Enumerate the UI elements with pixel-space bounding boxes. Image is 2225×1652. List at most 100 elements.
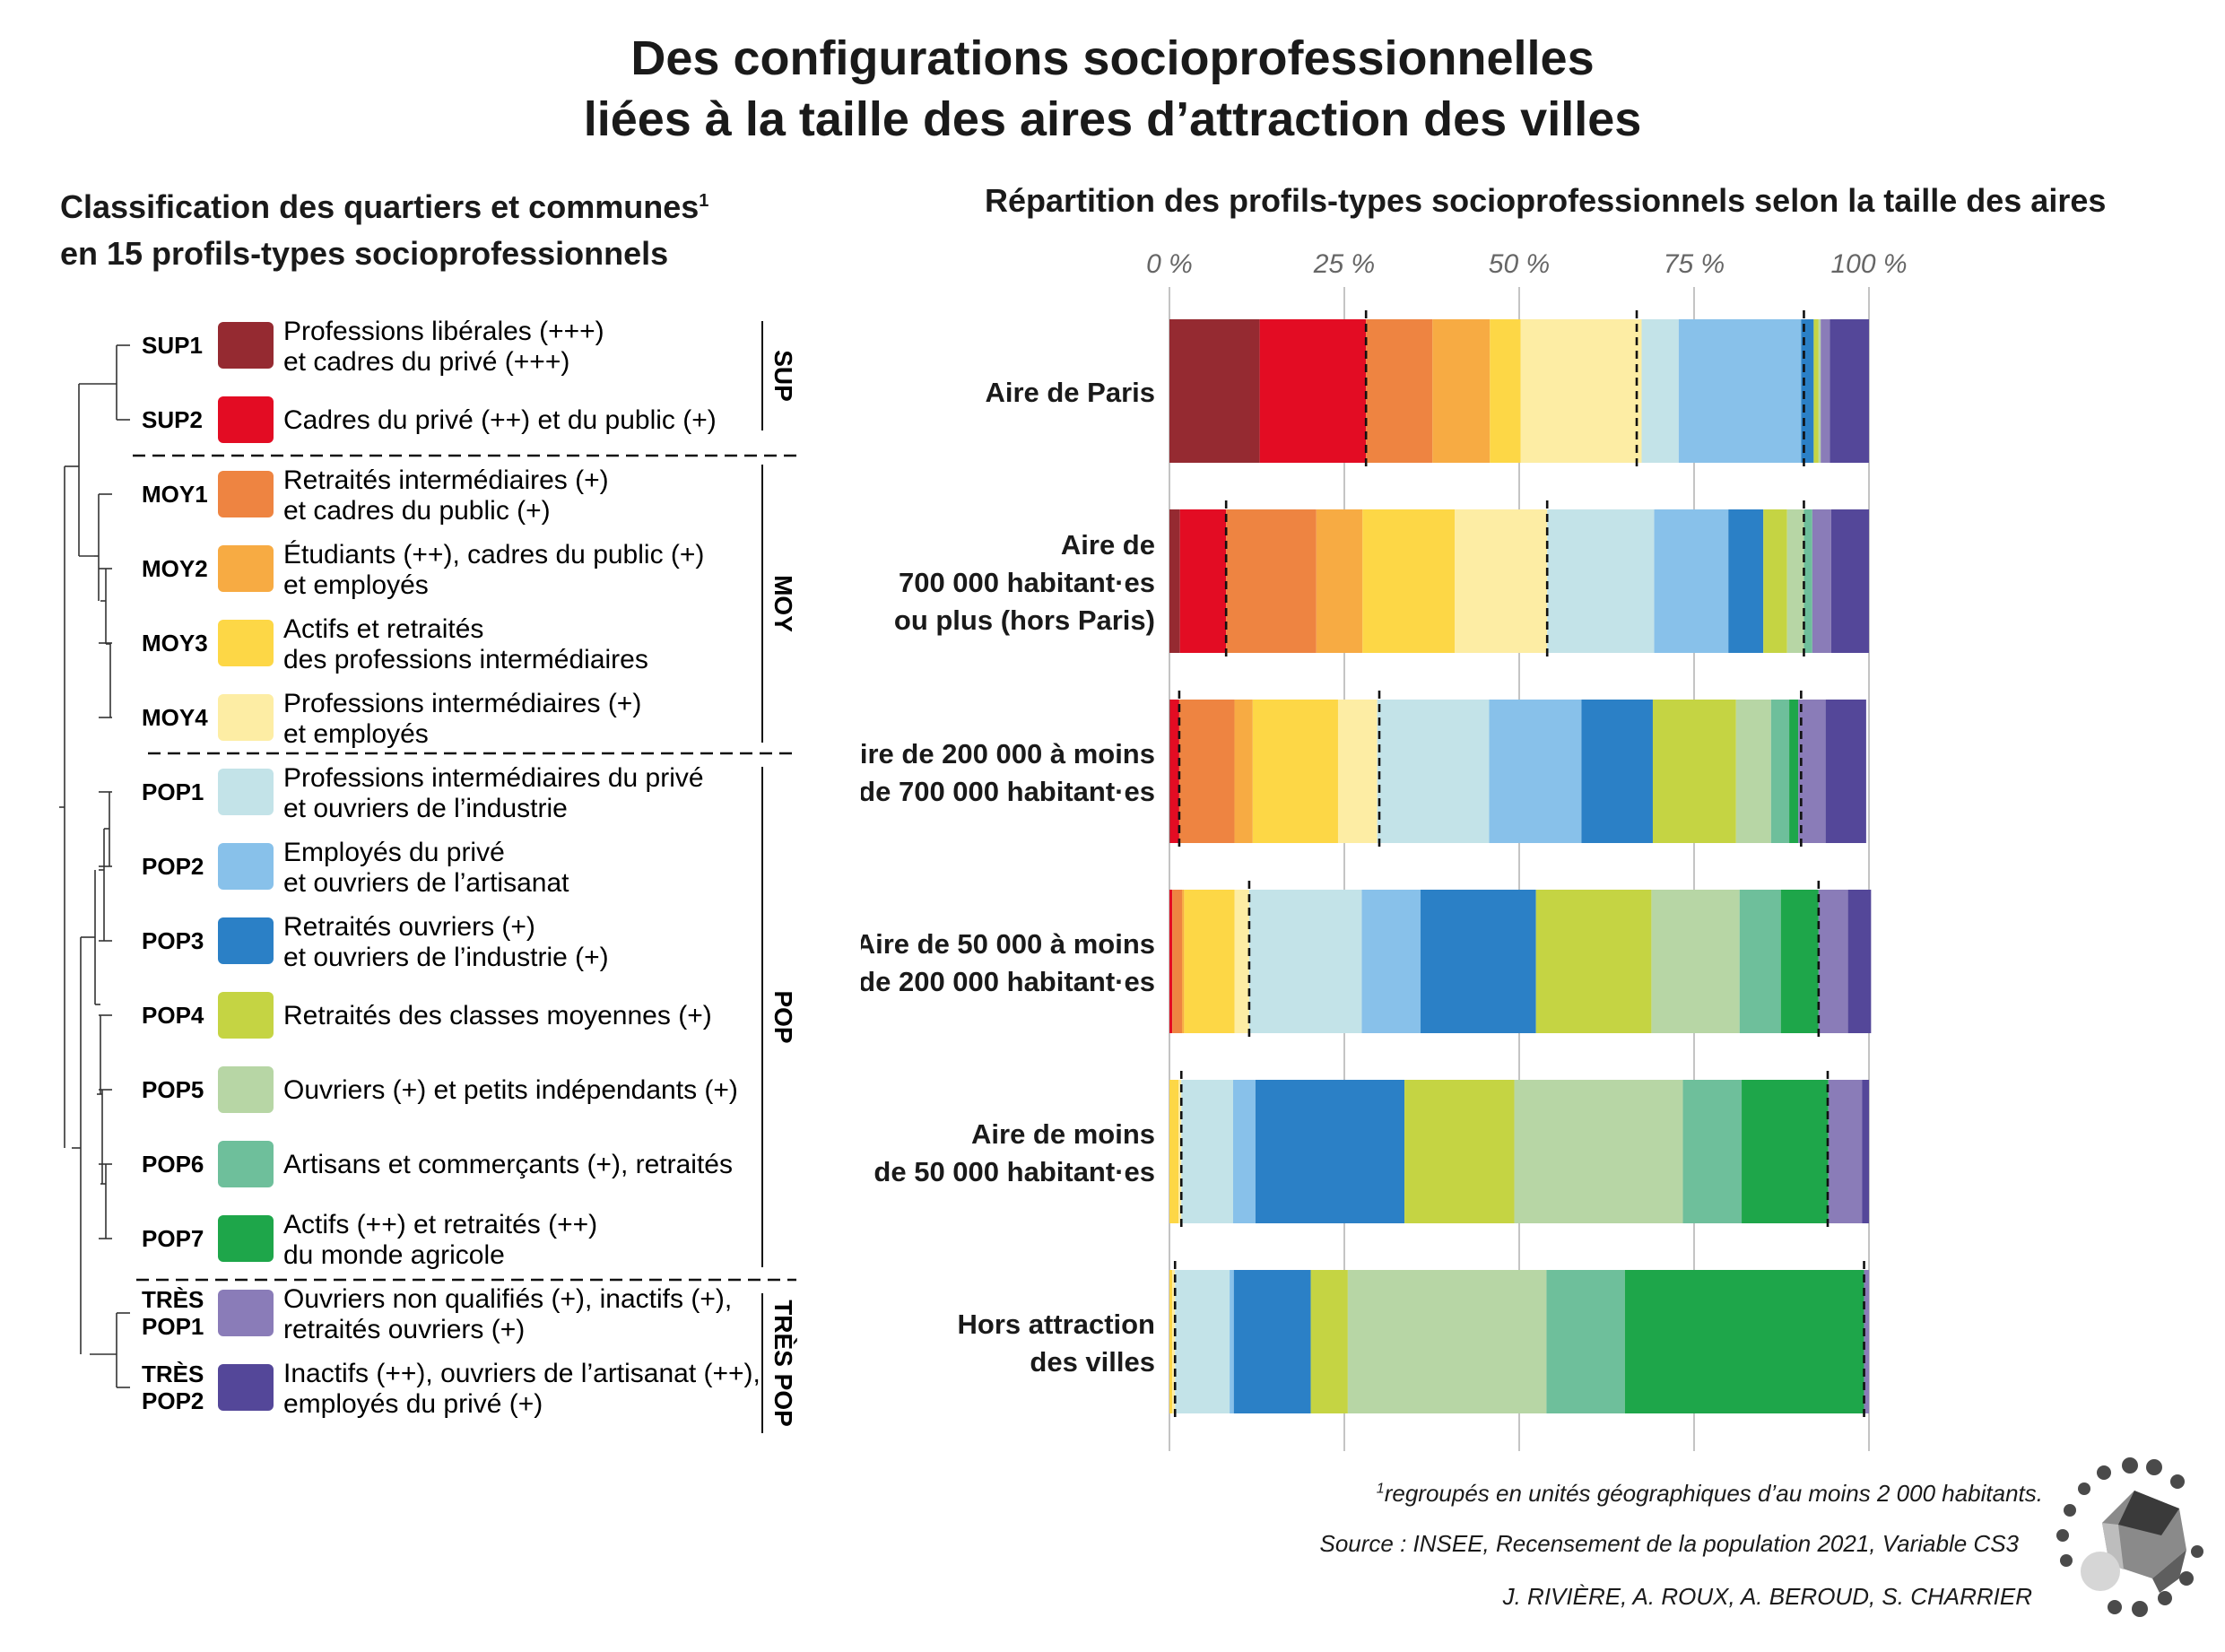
bar-segment-tres-pop2 [1847,890,1872,1033]
profile-code: TRÈS [142,1286,204,1313]
bar-segment-tres-pop2 [1825,700,1866,843]
bar-segment-tres-pop1 [1821,319,1830,463]
bar-segment-moy3 [1362,509,1456,653]
footnote-text: regroupés en unités géographiques d’au m… [1384,1480,2043,1507]
profile-description: des professions intermédiaires [283,645,648,674]
chart-title: Répartition des profils-types socioprofe… [985,182,2107,219]
bar-segment-pop4 [1310,1270,1348,1413]
x-tick-label: 75 % [1664,249,1725,279]
stacked-bar-chart: 0 % 25 % 50 % 75 % 100 % Aire de Paris Aire de… [861,249,1908,1451]
legend-row: POP4 Retraités des classes moyennes (+) [142,992,712,1039]
bar-segment-tres-pop2 [1862,1080,1869,1223]
bar-segment-pop5 [1651,890,1740,1033]
profile-description: Ouvriers (+) et petits indépendants (+) [283,1075,738,1105]
bar-segment-pop6 [1739,890,1781,1033]
bar-segment-sup2 [1259,319,1367,463]
bar-segment-pop7 [1780,890,1819,1033]
profile-code: MOY3 [142,630,208,656]
x-tick-label: 100 % [1830,249,1907,279]
profile-description: et employés [283,719,429,749]
category-label: Aire de moins [971,1118,1155,1150]
profile-color-swatch [218,992,274,1039]
hexagon-dots-logo-icon [2056,1457,2203,1617]
bar-segment-moy4 [1172,1270,1176,1413]
bar-segment-moy2 [1182,890,1185,1033]
bar-segment-pop7 [1789,700,1799,843]
bar-segment-tres-pop1 [1798,700,1826,843]
legend-row: SUP1 Professions libérales (+++)et cadres… [142,317,604,377]
bar-segment-pop7 [1742,1080,1829,1223]
profile-color-swatch [218,769,274,815]
category-label: de 200 000 habitant·es [861,966,1155,997]
profile-color-swatch [218,1364,274,1411]
bar-segment-sup1 [1169,319,1260,463]
profile-description: et employés [283,570,429,600]
x-tick-label: 25 % [1313,249,1375,279]
bar-segment-pop5 [1786,509,1804,653]
bar-segment-sup2 [1169,890,1173,1033]
legend-row: MOY1 Retraités intermédiaires (+)et cadre… [142,465,609,526]
profile-code: POP4 [142,1002,204,1029]
bar-segment-pop5 [1514,1080,1683,1223]
bar-segment-sup2 [1179,509,1227,653]
profile-code: POP2 [142,1387,204,1414]
legend-row: MOY4 Professions intermédiaires (+)et emp… [142,689,641,749]
profile-description: Artisans et commerçants (+), retraités [283,1150,733,1179]
bar-segment-pop1 [1641,319,1679,463]
category-label: 700 000 habitant·es [899,567,1155,598]
profile-description: Professions libérales (+++) [283,317,604,346]
profile-description: Actifs (++) et retraités (++) [283,1210,597,1239]
footnote: 1regroupés en unités géographiques d’au … [1377,1480,2043,1508]
bar-segment-moy3 [1252,700,1338,843]
bar-segment-pop1 [1377,700,1490,843]
profile-code: MOY2 [142,555,208,582]
left-panel-title: Classification des quartiers et communes… [60,178,708,277]
bar-segment-sup1 [1169,700,1170,843]
group-label: MOY [769,575,797,632]
bar-segment-pop2 [1361,890,1421,1033]
bar-segment-pop2 [1654,509,1729,653]
profile-description: Inactifs (++), ouvriers de l’artisanat (… [283,1359,760,1388]
x-tick-label: 0 % [1146,249,1193,279]
main-title-line-2: liées à la taille des aires d’attraction… [583,92,1642,146]
dendrogram [59,344,130,1388]
profile-description: et ouvriers de l’industrie [283,794,568,823]
bar-segment-pop3 [1581,700,1653,843]
profile-color-swatch [218,1215,274,1262]
bar-segment-moy3 [1169,1270,1173,1413]
bar-segment-pop4 [1535,890,1652,1033]
bar-segment-pop2 [1678,319,1802,463]
category-label: de 50 000 habitant·es [873,1156,1155,1187]
left-panel-title-line-1: Classification des quartiers et communes [60,188,700,225]
bar-segment-pop5 [1818,319,1821,463]
x-tick-label: 50 % [1489,249,1550,279]
legend-row: POP1 Professions intermédiaires du privée… [142,763,704,823]
bar-segment-pop3 [1421,890,1536,1033]
bar-segment-pop4 [1763,509,1787,653]
profile-code: SUP2 [142,406,203,433]
bar-segment-sup2 [1169,700,1179,843]
bar-segment-pop1 [1181,1080,1233,1223]
bar-segment-tres-pop1 [1828,1080,1863,1223]
bar-segment-moy4 [1337,700,1378,843]
category-label: ou plus (hors Paris) [894,604,1155,636]
profile-code: TRÈS [142,1361,204,1387]
group-label: POP [769,990,797,1043]
legend-row: SUP2 Cadres du privé (++) et du public (+… [142,396,717,443]
profile-description: Retraités ouvriers (+) [283,912,535,942]
bar-segment-moy4 [1520,319,1642,463]
profile-description: retraités ouvriers (+) [283,1315,525,1344]
bar-segment-tres-pop2 [1830,509,1869,653]
profile-code: POP1 [142,1313,204,1340]
profile-color-swatch [218,694,274,741]
legend-row: POP6 Artisans et commerçants (+), retrait… [142,1141,733,1187]
category-label: Hors attraction [958,1309,1155,1340]
bar-segment-moy1 [1178,700,1235,843]
bar-segment-pop6 [1803,509,1812,653]
left-panel-title-line-2: en 15 profils-types socioprofessionnels [60,235,669,272]
profile-description: Cadres du privé (++) et du public (+) [283,405,717,435]
bar-segment-sup1 [1169,509,1180,653]
bar-segment-pop4 [1404,1080,1515,1223]
